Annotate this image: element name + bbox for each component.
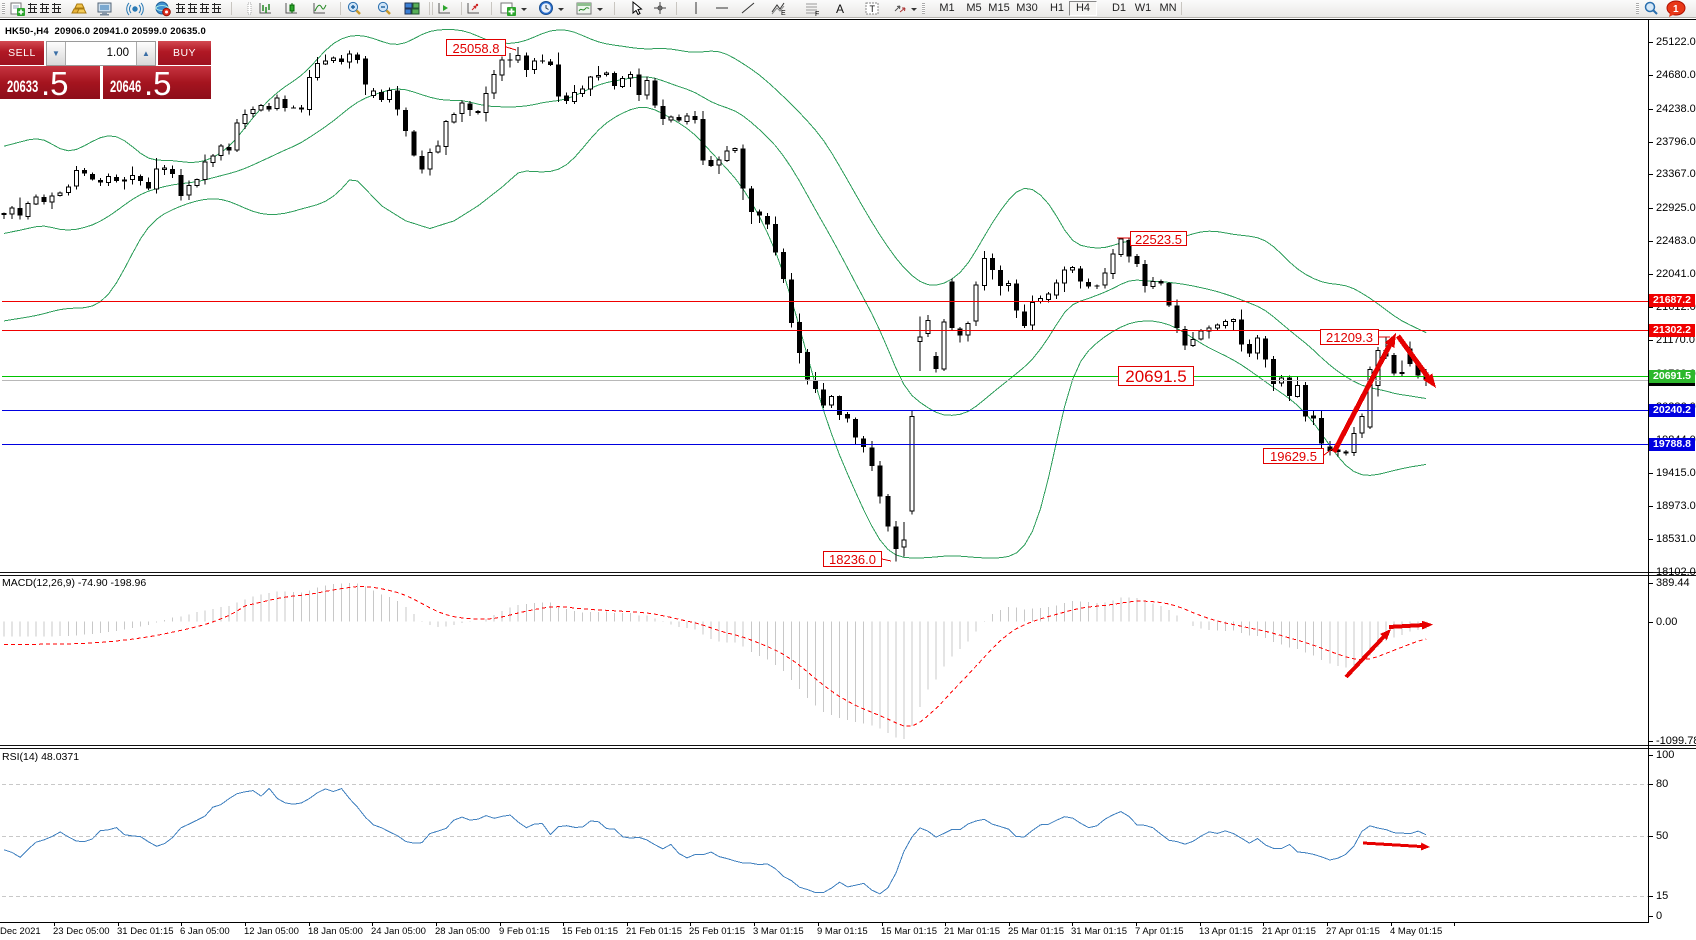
svg-text:A: A xyxy=(836,2,844,16)
svg-text:1: 1 xyxy=(1673,4,1679,15)
svg-text:T: T xyxy=(870,4,876,14)
svg-text:E: E xyxy=(781,10,786,17)
svg-text:F: F xyxy=(815,11,819,18)
